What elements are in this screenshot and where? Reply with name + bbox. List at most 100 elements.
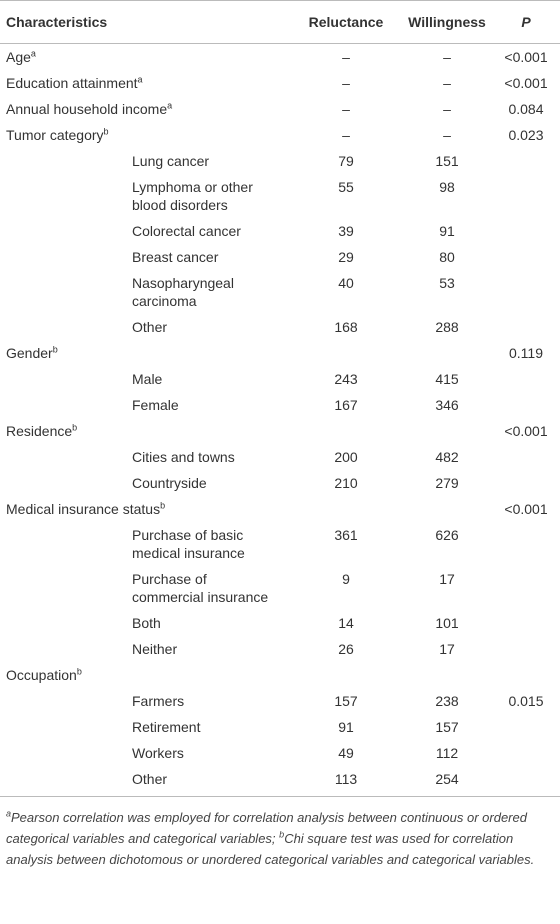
- section-row: Education attainmenta – – <0.001: [0, 70, 560, 96]
- label-cell: Purchase of basic medical insurance: [0, 522, 290, 566]
- p-cell: <0.001: [504, 423, 548, 439]
- label: Other: [132, 319, 168, 335]
- label-cell: Genderb: [0, 340, 290, 366]
- label: Neither: [132, 641, 178, 657]
- reluctance-cell: –: [342, 101, 350, 117]
- p-cell: [492, 610, 560, 636]
- reluctance-cell: 79: [338, 153, 354, 169]
- sub-row: Other 113 254: [0, 766, 560, 797]
- label: Breast cancer: [132, 249, 219, 265]
- p-cell: [492, 148, 560, 174]
- willingness-cell: –: [443, 75, 451, 91]
- label-cell: Lymphoma or other blood disorders: [0, 174, 290, 218]
- sub-row: Male 243 415: [0, 366, 560, 392]
- sub-row: Breast cancer 29 80: [0, 244, 560, 270]
- header-row: Characteristics Reluctance Willingness P: [0, 0, 560, 44]
- header-cell: Willingness: [402, 0, 492, 44]
- reluctance-cell: [290, 496, 402, 522]
- reluctance-cell: [290, 418, 402, 444]
- sub-row: Countryside 210 279: [0, 470, 560, 496]
- reluctance-cell: –: [342, 75, 350, 91]
- label-cell: Residenceb: [0, 418, 290, 444]
- reluctance-cell: 200: [334, 449, 358, 465]
- willingness-cell: 101: [435, 615, 459, 631]
- reluctance-cell: [290, 340, 402, 366]
- p-cell: <0.001: [504, 49, 548, 65]
- label: Other: [132, 771, 168, 787]
- sub-row: Other 168 288: [0, 314, 560, 340]
- p-cell: [492, 522, 560, 566]
- superscript: b: [52, 344, 58, 355]
- label: Countryside: [132, 475, 207, 491]
- p-cell: <0.001: [504, 75, 548, 91]
- reluctance-cell: 168: [334, 319, 358, 335]
- label-cell: Countryside: [0, 470, 290, 496]
- reluctance-cell: 39: [338, 223, 354, 239]
- willingness-cell: [402, 418, 492, 444]
- header-cell: Reluctance: [290, 0, 402, 44]
- footnote-text: Chi square test was used for correlation…: [6, 831, 535, 867]
- label: Age: [6, 49, 31, 65]
- sub-row: Lung cancer 79 151: [0, 148, 560, 174]
- footnote-marker: b: [279, 829, 285, 840]
- label-cell: Breast cancer: [0, 244, 290, 270]
- willingness-cell: –: [443, 101, 451, 117]
- label: Annual household income: [6, 101, 168, 117]
- p-cell: [492, 392, 560, 418]
- willingness-cell: [402, 340, 492, 366]
- p-cell: [492, 636, 560, 662]
- table-header: Characteristics Reluctance Willingness P: [0, 0, 560, 44]
- section-row: Occupationb: [0, 662, 560, 688]
- section-row: Genderb 0.119: [0, 340, 560, 366]
- section-row: Agea – – <0.001: [0, 44, 560, 71]
- reluctance-cell: –: [342, 49, 350, 65]
- willingness-cell: –: [443, 49, 451, 65]
- reluctance-cell: 113: [334, 771, 358, 787]
- label-cell: Nasopharyngeal carcinoma: [0, 270, 290, 314]
- label: Cities and towns: [132, 449, 235, 465]
- label: Nasopharyngeal carcinoma: [132, 275, 234, 309]
- label-cell: Female: [0, 392, 290, 418]
- label-cell: Farmers: [0, 688, 290, 714]
- sub-row: Purchase of basic medical insurance 361 62…: [0, 522, 560, 566]
- label: Colorectal cancer: [132, 223, 241, 239]
- sub-row: Both 14 101: [0, 610, 560, 636]
- superscript: a: [137, 74, 143, 85]
- willingness-cell: 98: [439, 179, 455, 195]
- superscript: a: [30, 48, 36, 59]
- label: Workers: [132, 745, 184, 761]
- p-cell: [492, 566, 560, 610]
- willingness-cell: [402, 662, 492, 688]
- willingness-cell: 415: [435, 371, 459, 387]
- reluctance-cell: –: [342, 127, 350, 143]
- reluctance-cell: 29: [338, 249, 354, 265]
- willingness-cell: 17: [439, 571, 455, 587]
- footnote-text: Pearson correlation was employed for cor…: [6, 810, 527, 846]
- reluctance-cell: 14: [338, 615, 354, 631]
- footnote: aPearson correlation was employed for co…: [0, 797, 560, 870]
- label-cell: Retirement: [0, 714, 290, 740]
- footnote-marker: a: [6, 808, 12, 819]
- superscript: b: [103, 126, 109, 137]
- label: Gender: [6, 345, 53, 361]
- label-cell: Tumor categoryb: [0, 122, 290, 148]
- willingness-cell: 238: [435, 693, 459, 709]
- willingness-cell: 279: [435, 475, 459, 491]
- p-cell: [492, 470, 560, 496]
- p-cell: [492, 314, 560, 340]
- table-body: Agea – – <0.001 Education attainmenta – – <0.00…: [0, 44, 560, 797]
- p-cell: [492, 366, 560, 392]
- sub-row: Farmers 157 238 0.015: [0, 688, 560, 714]
- sub-row: Nasopharyngeal carcinoma 40 53: [0, 270, 560, 314]
- willingness-cell: [402, 496, 492, 522]
- label: Education attainment: [6, 75, 138, 91]
- section-row: Tumor categoryb – – 0.023: [0, 122, 560, 148]
- label: Tumor category: [6, 127, 104, 143]
- reluctance-cell: 157: [334, 693, 358, 709]
- willingness-cell: 157: [435, 719, 459, 735]
- label: Lymphoma or other blood disorders: [132, 179, 253, 213]
- superscript: b: [160, 500, 166, 511]
- section-row: Annual household incomea – – 0.084: [0, 96, 560, 122]
- reluctance-cell: 26: [338, 641, 354, 657]
